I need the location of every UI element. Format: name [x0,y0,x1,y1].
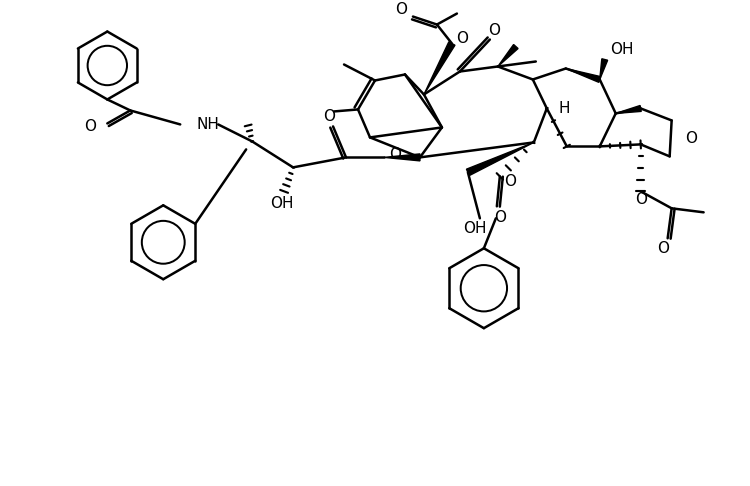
Text: O: O [634,192,646,207]
Polygon shape [498,45,518,67]
Text: H: H [559,101,570,116]
Polygon shape [600,59,608,80]
Polygon shape [616,105,641,113]
Text: OH: OH [610,42,633,57]
Text: O: O [395,2,407,17]
Polygon shape [384,154,420,161]
Text: O: O [456,31,468,46]
Text: O: O [84,119,96,134]
Text: OH: OH [270,196,294,211]
Polygon shape [424,42,455,94]
Text: O: O [389,147,401,162]
Text: O: O [685,131,697,146]
Text: O: O [494,210,506,225]
Text: O: O [504,174,516,189]
Text: O: O [488,23,500,38]
Polygon shape [566,69,601,82]
Polygon shape [466,142,534,175]
Text: NH: NH [196,117,219,132]
Text: O: O [323,109,335,124]
Text: OH: OH [464,221,487,236]
Text: O: O [657,241,669,256]
